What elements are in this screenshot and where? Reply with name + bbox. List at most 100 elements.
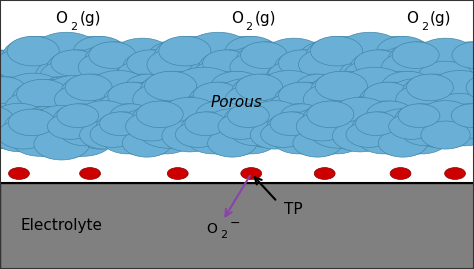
Circle shape — [101, 124, 155, 154]
Circle shape — [33, 32, 100, 70]
Circle shape — [414, 50, 461, 77]
Circle shape — [445, 168, 465, 179]
Circle shape — [9, 168, 29, 179]
Circle shape — [187, 58, 249, 93]
Circle shape — [137, 51, 223, 100]
Circle shape — [53, 104, 110, 136]
Circle shape — [27, 77, 91, 113]
Circle shape — [32, 105, 91, 139]
Circle shape — [354, 50, 401, 77]
Circle shape — [400, 116, 453, 146]
Circle shape — [192, 61, 243, 90]
Circle shape — [338, 82, 385, 109]
Circle shape — [19, 94, 85, 132]
Circle shape — [0, 108, 57, 151]
Circle shape — [304, 102, 359, 133]
Circle shape — [414, 122, 460, 147]
Circle shape — [134, 55, 193, 89]
Text: (g): (g) — [430, 11, 452, 26]
Circle shape — [155, 53, 206, 82]
Circle shape — [9, 51, 76, 89]
Circle shape — [90, 122, 136, 147]
Circle shape — [211, 36, 282, 77]
Circle shape — [345, 61, 396, 90]
Text: Electrolyte: Electrolyte — [21, 218, 102, 233]
Circle shape — [341, 67, 408, 105]
Circle shape — [224, 104, 281, 136]
Circle shape — [154, 36, 225, 77]
Circle shape — [0, 50, 18, 77]
Circle shape — [73, 36, 126, 66]
Circle shape — [330, 97, 390, 131]
Circle shape — [394, 55, 454, 89]
Circle shape — [110, 87, 170, 121]
Circle shape — [380, 69, 435, 101]
Circle shape — [96, 112, 153, 144]
Circle shape — [147, 102, 232, 151]
Circle shape — [68, 109, 115, 136]
Circle shape — [4, 109, 68, 145]
Circle shape — [205, 63, 264, 97]
Circle shape — [268, 93, 319, 122]
Circle shape — [473, 85, 474, 114]
Circle shape — [376, 109, 429, 139]
Circle shape — [241, 168, 262, 179]
Circle shape — [122, 50, 186, 86]
Circle shape — [229, 116, 283, 146]
Circle shape — [140, 71, 211, 112]
Circle shape — [329, 122, 374, 147]
Circle shape — [250, 121, 300, 149]
Circle shape — [204, 83, 289, 132]
Circle shape — [57, 51, 123, 89]
Circle shape — [244, 122, 289, 147]
Circle shape — [374, 83, 460, 132]
Circle shape — [0, 124, 44, 152]
Circle shape — [451, 87, 474, 121]
Circle shape — [118, 83, 204, 132]
Circle shape — [225, 85, 276, 114]
Circle shape — [301, 42, 347, 68]
Circle shape — [357, 124, 410, 154]
Circle shape — [395, 124, 448, 154]
Circle shape — [365, 51, 450, 100]
Circle shape — [57, 104, 99, 128]
Circle shape — [225, 36, 277, 66]
Circle shape — [181, 114, 241, 148]
Circle shape — [345, 93, 396, 122]
Circle shape — [0, 118, 27, 148]
Circle shape — [396, 85, 447, 114]
Circle shape — [187, 124, 240, 154]
Circle shape — [382, 71, 434, 101]
Circle shape — [0, 107, 13, 130]
Circle shape — [259, 70, 319, 104]
Circle shape — [387, 79, 447, 112]
Circle shape — [313, 51, 379, 89]
Circle shape — [168, 82, 214, 109]
Circle shape — [138, 114, 198, 148]
Circle shape — [194, 86, 261, 124]
Circle shape — [281, 63, 340, 97]
Circle shape — [183, 101, 247, 137]
Text: 2: 2 — [420, 22, 428, 32]
Circle shape — [299, 48, 356, 81]
Text: (g): (g) — [79, 11, 101, 26]
Circle shape — [302, 101, 367, 137]
Circle shape — [116, 114, 161, 139]
Circle shape — [34, 129, 90, 160]
Circle shape — [323, 112, 365, 136]
Circle shape — [147, 86, 213, 124]
Circle shape — [382, 53, 433, 82]
Circle shape — [65, 74, 112, 101]
Circle shape — [232, 48, 289, 81]
Circle shape — [278, 82, 325, 109]
Circle shape — [278, 50, 325, 77]
Circle shape — [366, 95, 426, 129]
Circle shape — [36, 58, 97, 93]
Circle shape — [141, 112, 198, 144]
Circle shape — [78, 53, 129, 82]
Circle shape — [350, 50, 414, 86]
Circle shape — [409, 112, 450, 136]
Circle shape — [378, 46, 438, 80]
Circle shape — [153, 69, 208, 101]
Circle shape — [195, 95, 255, 129]
